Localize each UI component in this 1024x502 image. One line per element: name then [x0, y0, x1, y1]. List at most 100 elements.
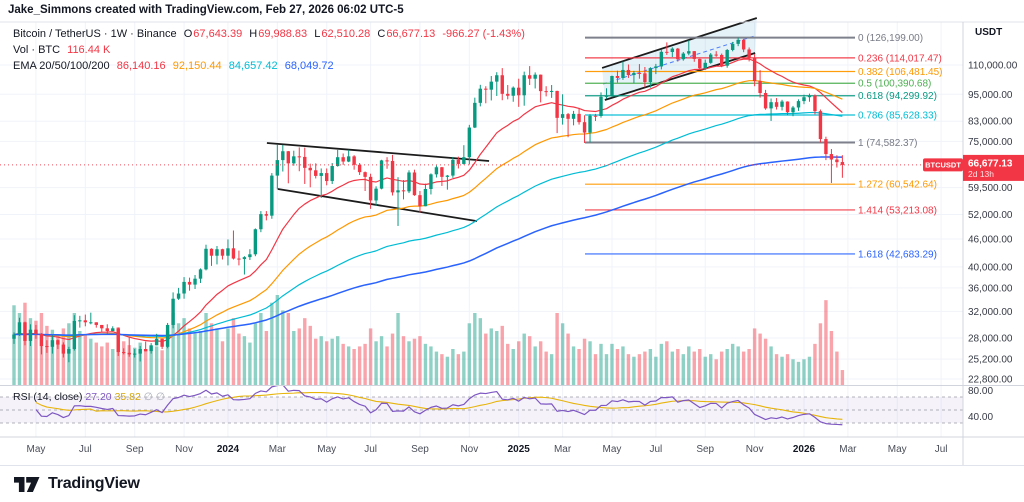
rsi-label[interactable]: RSI (14, close)	[13, 391, 83, 403]
rsi-legend: RSI (14, close) 27.20 35.82 ∅ ∅	[13, 391, 165, 403]
time-month-label: Jul	[935, 444, 948, 455]
time-month-label: May	[603, 444, 622, 455]
svg-text:2d 13h: 2d 13h	[968, 169, 994, 179]
ema-label[interactable]: EMA 20/50/100/200	[13, 60, 110, 72]
low-value: 62,510.28	[321, 28, 371, 40]
price-tick-label: 83,000.00	[968, 117, 1013, 128]
ascending-channel-2025-line-1[interactable]	[604, 52, 756, 101]
ema100-value: 84,657.42	[228, 60, 278, 72]
price-tick-label: 52,000.00	[968, 210, 1013, 221]
fib-label-0.382: 0.382 (106,481.45)	[858, 67, 943, 78]
fib-label-0.236: 0.236 (114,017.47)	[858, 53, 942, 64]
price-tick-label: 110,000.00	[968, 61, 1018, 72]
high-label: H	[249, 28, 258, 40]
time-month-label: May	[317, 444, 336, 455]
volume-value: 116.44 K	[67, 44, 111, 56]
open-label: O	[183, 28, 193, 40]
fib-label-1.414: 1.414 (53,213.08)	[858, 205, 937, 216]
price-tick-label: 22,800.00	[968, 375, 1013, 386]
volume-layer	[12, 295, 845, 385]
ema100-line	[13, 111, 843, 338]
time-month-label: Nov	[460, 444, 478, 455]
tradingview-logo-icon[interactable]	[14, 476, 40, 492]
time-month-label: Sep	[411, 444, 429, 455]
rsi-line	[35, 386, 843, 426]
rsi-ma-value: 35.82	[114, 391, 141, 403]
rsi-ma-line	[35, 391, 843, 420]
time-month-label: Mar	[839, 444, 857, 455]
price-tick-label: 46,000.00	[968, 234, 1013, 245]
footer-bar: TradingView	[0, 465, 1024, 502]
price-tick-label: 75,000.00	[968, 137, 1013, 148]
close-value: 66,677.13	[386, 28, 436, 40]
low-label: L	[314, 28, 321, 40]
rsi-band-layer	[0, 396, 963, 424]
ema-layer	[13, 58, 843, 343]
rsi-tick-label: 40.00	[968, 412, 993, 423]
candles-layer[interactable]	[12, 37, 845, 363]
fib-retracement-layer[interactable]: 0 (126,199.00) 0.236 (114,017.47) 0.382 (1…	[585, 33, 943, 260]
time-month-label: Jul	[364, 444, 377, 455]
ema20-value: 86,140.16	[116, 60, 166, 72]
symbol-legend-row: Bitcoin / TetherUS · 1W · Binance O67,64…	[13, 26, 529, 42]
chart-legend: Bitcoin / TetherUS · 1W · Binance O67,64…	[13, 26, 529, 74]
price-tick-label: 36,000.00	[968, 283, 1013, 294]
axis-currency-label: USDT	[975, 27, 1002, 38]
ema20-line	[13, 58, 843, 343]
time-month-label: Jul	[649, 444, 662, 455]
fib-label-0.786: 0.786 (85,628.33)	[858, 110, 937, 121]
price-tick-label: 28,000.00	[968, 334, 1013, 345]
time-month-label: Mar	[269, 444, 287, 455]
rsi-empty-icon: ∅	[155, 391, 166, 403]
fib-label-1.272: 1.272 (60,542.64)	[858, 180, 937, 191]
time-month-label: Mar	[554, 444, 572, 455]
close-label: C	[377, 28, 386, 40]
time-month-label: Nov	[175, 444, 193, 455]
rsi-empty-icon: ∅	[143, 391, 153, 403]
time-axis[interactable]: May Jul Sep Nov 2024 Mar May Jul Sep Nov 2025 Mar Ma…	[26, 444, 947, 455]
price-tick-label: 59,500.00	[968, 183, 1013, 194]
time-month-label: May	[888, 444, 907, 455]
descending-channel-2024-line-0[interactable]	[266, 142, 490, 162]
time-year-label: 2026	[793, 444, 816, 455]
tradingview-brand-text[interactable]: TradingView	[48, 475, 140, 492]
change-value: -966.27 (-1.43%)	[442, 28, 525, 40]
fib-label-0.5: 0.5 (100,390.68)	[858, 79, 931, 90]
time-month-label: Jul	[79, 444, 92, 455]
time-month-label: May	[26, 444, 45, 455]
volume-legend-row: Vol · BTC 116.44 K	[13, 42, 529, 58]
ascending-channel-2025-midline	[603, 35, 754, 85]
rsi-layer	[35, 386, 843, 426]
price-tick-label: 95,000.00	[968, 90, 1013, 101]
ema200-value: 68,049.72	[284, 60, 334, 72]
price-tick-label: 25,200.00	[968, 355, 1013, 366]
high-value: 69,988.83	[258, 28, 308, 40]
ema50-line	[13, 80, 843, 339]
time-month-label: Sep	[696, 444, 714, 455]
time-year-label: 2024	[217, 444, 240, 455]
chart-attribution: Jake_Simmons created with TradingView.co…	[8, 4, 404, 16]
fib-label-0.618: 0.618 (94,299.92)	[858, 91, 937, 102]
fib-label-1.618: 1.618 (42,683.29)	[858, 249, 937, 260]
fib-label-0: 0 (126,199.00)	[858, 33, 923, 44]
ascending-channel-2025-line-0[interactable]	[601, 17, 758, 69]
time-month-label: Nov	[746, 444, 764, 455]
descending-channel-2024-line-1[interactable]	[277, 188, 478, 223]
ema-legend-row: EMA 20/50/100/200 86,140.16 92,150.44 84…	[13, 58, 529, 74]
volume-label[interactable]: Vol · BTC	[13, 44, 61, 56]
symbol-price-chip[interactable]: BTCUSDT	[923, 158, 963, 172]
price-tick-label: 32,000.00	[968, 307, 1013, 318]
svg-text:BTCUSDT: BTCUSDT	[925, 161, 961, 170]
grid-layer	[0, 22, 963, 437]
symbol-title[interactable]: Bitcoin / TetherUS · 1W · Binance	[13, 28, 177, 40]
price-axis[interactable]: USDT 110,000.00 95,000.00 83,000.00 75,000.0…	[968, 27, 1018, 423]
ema200-line	[13, 156, 843, 337]
price-tick-label: 40,000.00	[968, 262, 1013, 273]
fib-label-1: 1 (74,582.37)	[858, 138, 918, 149]
open-value: 67,643.39	[193, 28, 243, 40]
rsi-tick-label: 80.00	[968, 386, 993, 397]
time-year-label: 2025	[508, 444, 531, 455]
